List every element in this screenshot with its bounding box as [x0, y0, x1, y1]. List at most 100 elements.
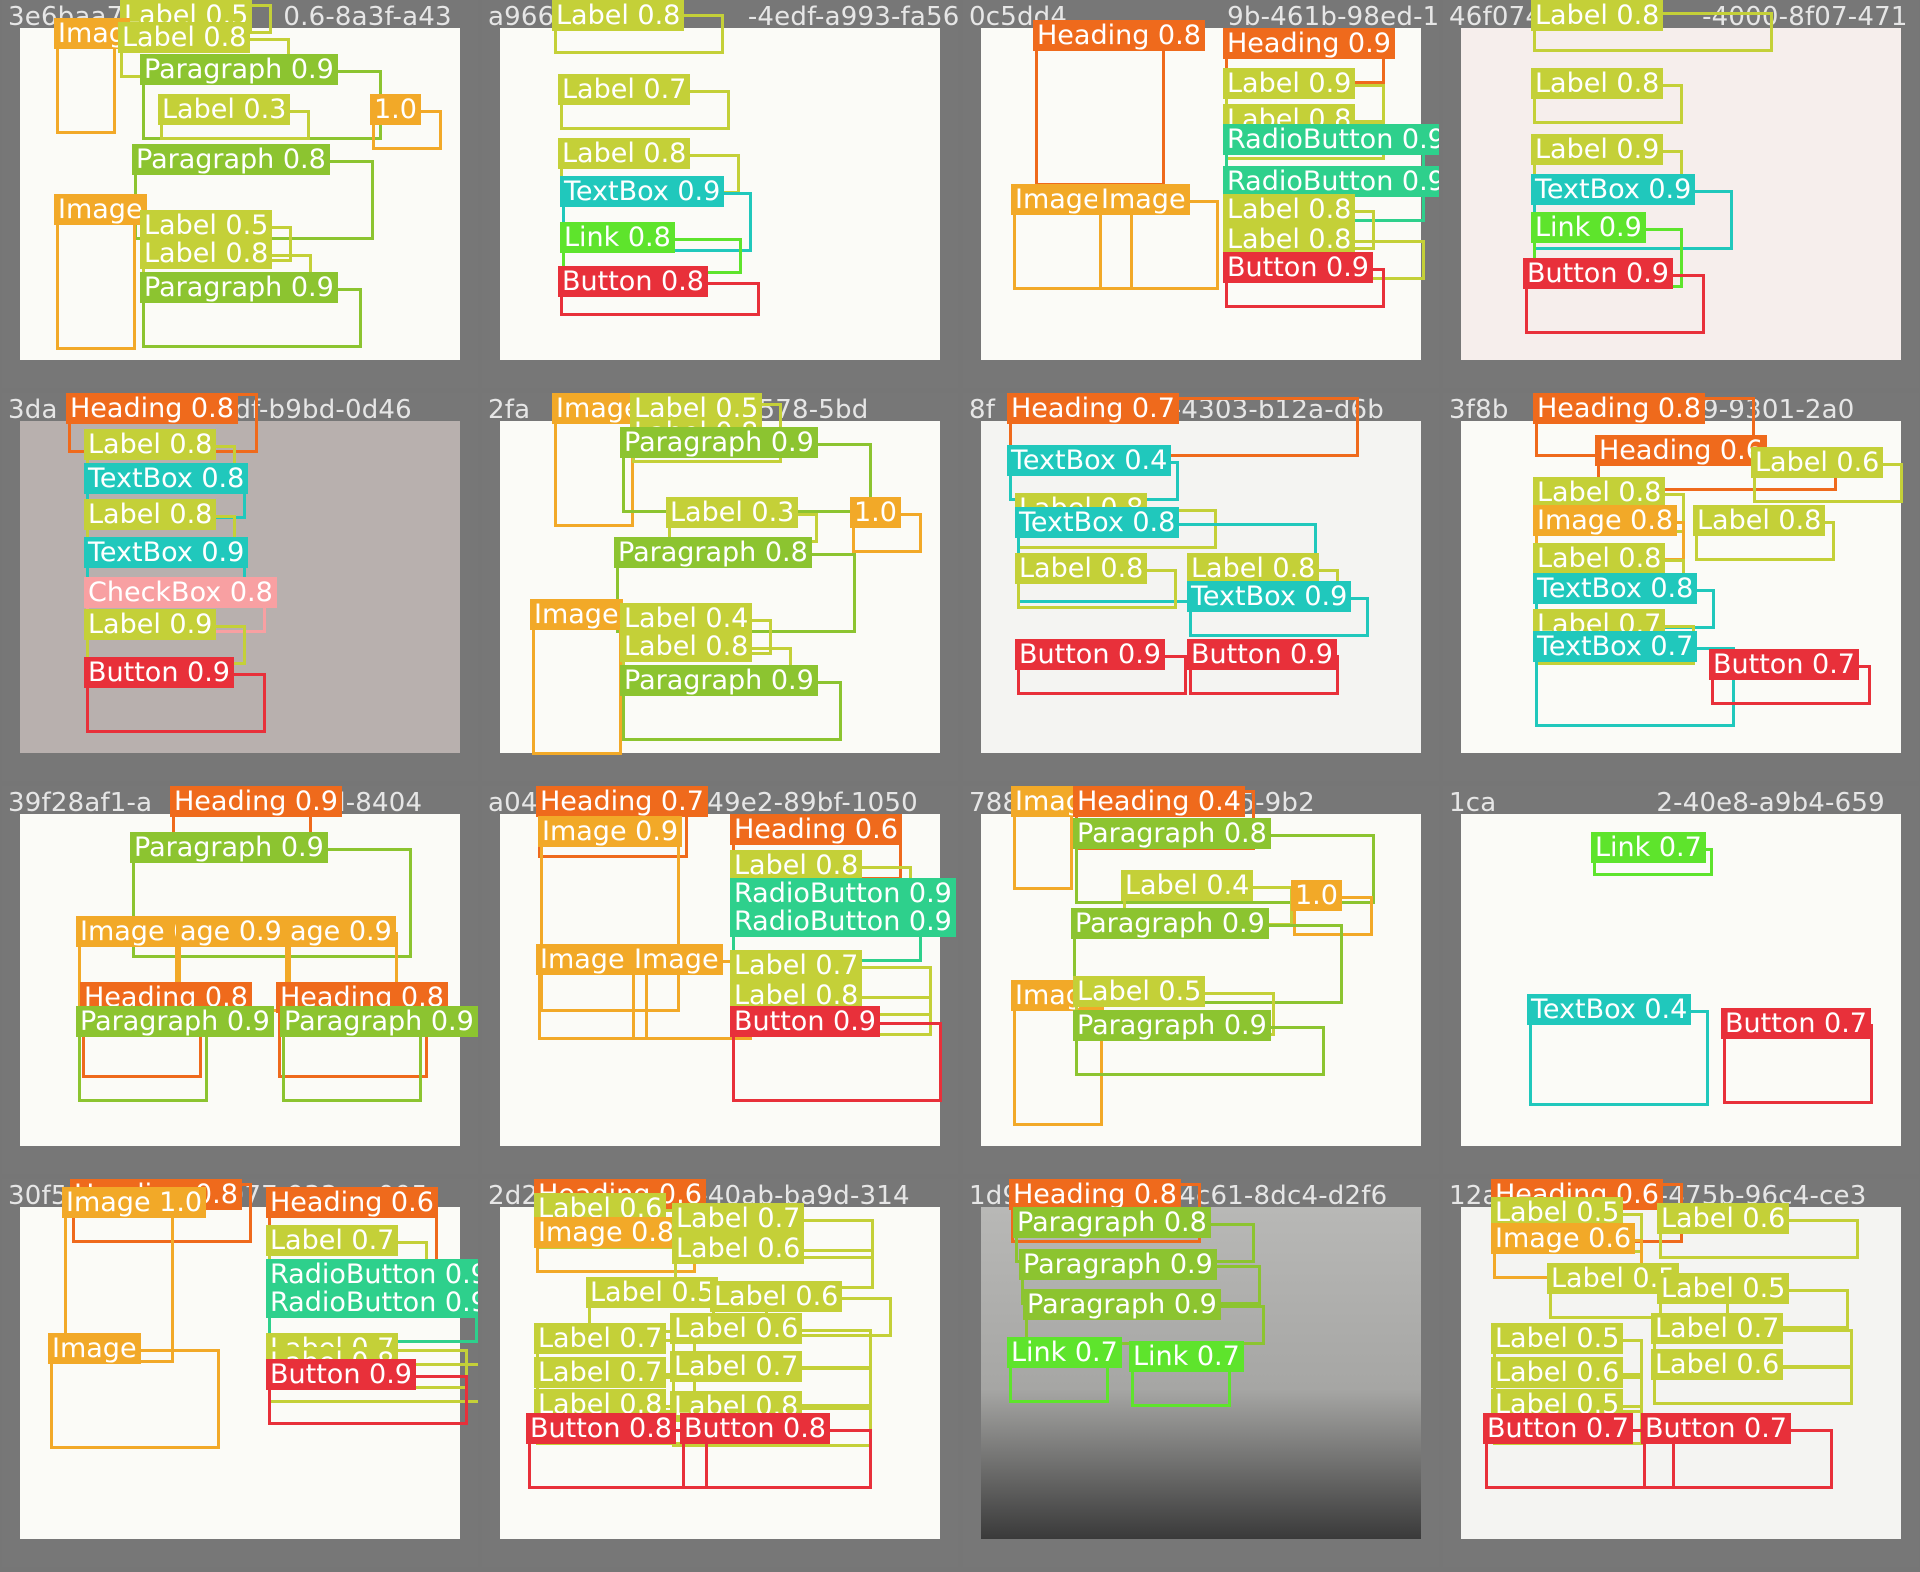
- detection-label-label: Label 0.7: [672, 1203, 805, 1234]
- detection-label-paragraph: Paragraph 0.9: [1019, 1249, 1217, 1280]
- tile-filename-head: 3f8b: [1449, 395, 1509, 425]
- detection-label-textbox: TextBox 0.4: [1007, 445, 1172, 476]
- detection-label-score: 1.0: [1291, 880, 1342, 911]
- detection-label-label: Label 0.8: [1223, 194, 1356, 225]
- tile-filename-head: 3da: [8, 395, 58, 425]
- sketch-photo: [500, 814, 940, 1146]
- detection-label-link: Link 0.9: [1531, 212, 1646, 243]
- tile-filename-tail: 0.6-8a3f-a43: [283, 2, 452, 32]
- tile-filename-tail: 4c61-8dc4-d2f6: [1179, 1181, 1388, 1211]
- detection-label-heading: Heading 0.6: [266, 1187, 438, 1218]
- detection-label-label: Label 0.8: [1015, 553, 1148, 584]
- detection-label-label: Label 0.5: [586, 1277, 719, 1308]
- detection-label-textbox: TextBox 0.8: [84, 463, 249, 494]
- detection-box-image: [50, 1349, 220, 1449]
- detection-label-button: Button 0.8: [558, 266, 708, 297]
- tile-filename-head: 2d2: [488, 1181, 539, 1211]
- detection-label-image: Image 1.0: [62, 1187, 207, 1218]
- sketch-photo: [20, 814, 460, 1146]
- detection-label-label: Label 0.3: [666, 497, 799, 528]
- detection-label-label: Label 0.7: [534, 1357, 667, 1388]
- detection-label-image: Image: [630, 944, 723, 975]
- detection-label-label: Label 0.8: [1533, 477, 1666, 508]
- detection-label-radiobutton: RadioButton 0.9: [266, 1259, 478, 1290]
- detection-tile: 3e6baa7 0.6-8a3f-a43 Label 0.5 Imag Label 0.…: [2, 0, 478, 388]
- tile-filename-head: a04: [488, 788, 538, 818]
- detection-label-label: Label 0.6: [1491, 1357, 1624, 1388]
- detection-tile: 1ca 2-40e8-a9b4-659 Link 0.7 TextBox 0.4 But…: [1443, 786, 1919, 1174]
- detection-label-label: Label 0.8: [84, 499, 217, 530]
- detection-label-label: Label 0.8: [1531, 68, 1664, 99]
- detection-box-image: [532, 615, 622, 755]
- detection-label-paragraph: Paragraph 0.9: [130, 832, 328, 863]
- detection-label-button: Button 0.7: [1483, 1413, 1633, 1444]
- detection-label-label: Label 0.8: [140, 238, 273, 269]
- detection-label-button: Button 0.9: [1523, 258, 1673, 289]
- detection-label-label: Label 0.6: [1657, 1203, 1790, 1234]
- detection-label-textbox: TextBox 0.9: [560, 176, 725, 207]
- tile-filename-tail: 2-40e8-a9b4-659: [1656, 788, 1885, 818]
- tile-filename: 3e6baa7 0.6-8a3f-a43: [8, 2, 452, 32]
- detection-label-label: Label 0.8: [730, 980, 863, 1011]
- detection-label-paragraph: Paragraph 0.9: [140, 272, 338, 303]
- detection-label-label: Label 0.8: [1693, 505, 1826, 536]
- detection-label-button: Button 0.8: [680, 1413, 830, 1444]
- detection-label-radiobutton: RadioButton 0.9: [730, 906, 956, 937]
- detection-label-heading: Heading 0.8: [1009, 1179, 1181, 1210]
- tile-filename-tail: -49e2-89bf-1050: [697, 788, 918, 818]
- detection-label-paragraph: Paragraph 0.8: [1013, 1207, 1211, 1238]
- tile-filename-head: 8f: [969, 395, 996, 425]
- detection-label-label: Label 0.9: [84, 609, 217, 640]
- detection-label-button: Button 0.9: [730, 1006, 880, 1037]
- detection-label-button: Button 0.9: [266, 1359, 416, 1390]
- detection-label-textbox: TextBox 0.8: [1015, 507, 1180, 538]
- detection-label-image: Image 0.8: [534, 1217, 679, 1248]
- detection-label-label: Label 0.5: [1657, 1273, 1790, 1304]
- detection-label-image: age 0.9: [286, 916, 396, 947]
- detection-label-heading: Heading 0.4: [1073, 786, 1245, 817]
- detection-label-button: Button 0.9: [1223, 252, 1373, 283]
- detection-label-link: Link 0.8: [560, 222, 675, 253]
- detection-box-image: [56, 210, 136, 350]
- detection-label-paragraph: Paragraph 0.9: [280, 1006, 478, 1037]
- detection-label-label: Label 0.9: [1531, 134, 1664, 165]
- detection-label-label: Label 0.8: [620, 631, 753, 662]
- detection-tile: a96660 -4edf-a993-fa56 Label 0.8 Label 0.7 L…: [482, 0, 958, 388]
- tile-filename-tail: 1df-b9bd-0d46: [217, 395, 412, 425]
- detection-label-link: Link 0.7: [1591, 832, 1706, 863]
- detection-label-radiobutton: RadioButton 0.9: [1223, 166, 1439, 197]
- detection-tile: 788 -add5-9b2 Imag Heading 0.4 Paragraph 0.8…: [963, 786, 1439, 1174]
- detection-label-label: Label 0.8: [1223, 224, 1356, 255]
- tile-filename: 1d9 4c61-8dc4-d2f6: [969, 1181, 1387, 1211]
- detection-label-heading: Heading 0.7: [536, 786, 708, 817]
- tile-filename-head: 12a: [1449, 1181, 1499, 1211]
- detection-label-heading: Heading 0.8: [66, 393, 238, 424]
- detection-label-image: Image 0.6: [1491, 1223, 1636, 1254]
- detection-label-radiobutton: RadioButton 0.9: [730, 878, 956, 909]
- detection-label-textbox: TextBox 0.9: [1187, 581, 1352, 612]
- tile-filename: a04 -49e2-89bf-1050: [488, 788, 918, 818]
- tile-filename-head: 30f5: [8, 1181, 68, 1211]
- detection-label-label: Label 0.7: [730, 950, 863, 981]
- detection-label-image: Image: [54, 194, 147, 225]
- detection-box-image: [56, 34, 116, 134]
- tile-filename-head: 788: [969, 788, 1020, 818]
- detection-label-paragraph: Paragraph 0.9: [76, 1006, 274, 1037]
- detection-label-image: Image: [1097, 184, 1190, 215]
- detection-label-label: Label 0.3: [158, 94, 291, 125]
- detection-label-button: Button 0.7: [1709, 649, 1859, 680]
- detection-label-label: Label 0.7: [558, 74, 691, 105]
- detection-label-button: Button 0.7: [1641, 1413, 1791, 1444]
- detection-label-label: Label 0.5: [140, 210, 273, 241]
- tile-filename: 46f074 -4000-8f07-471: [1449, 2, 1908, 32]
- tile-filename-head: 46f074: [1449, 2, 1543, 32]
- detection-label-label: Label 0.8: [730, 850, 863, 881]
- tile-filename-head: 1ca: [1449, 788, 1497, 818]
- tile-filename: 1ca 2-40e8-a9b4-659: [1449, 788, 1885, 818]
- detection-tile: 3f8b 429-9301-2a0 Heading 0.8 Heading 0.6 La…: [1443, 393, 1919, 781]
- detection-label-textbox: TextBox 0.9: [1531, 174, 1696, 205]
- detection-label-label: Label 0.6: [710, 1281, 843, 1312]
- detection-label-paragraph: Paragraph 0.9: [620, 665, 818, 696]
